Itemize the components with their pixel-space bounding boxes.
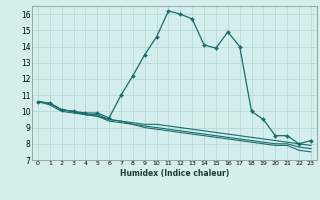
X-axis label: Humidex (Indice chaleur): Humidex (Indice chaleur) (120, 169, 229, 178)
